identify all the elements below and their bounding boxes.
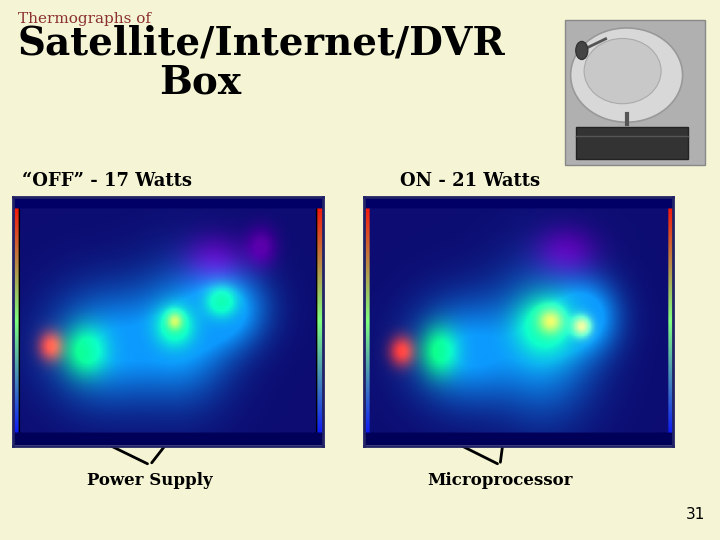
Text: Power Supply: Power Supply — [87, 472, 213, 489]
Text: “OFF” - 17 Watts: “OFF” - 17 Watts — [22, 172, 192, 190]
Text: 31: 31 — [685, 507, 705, 522]
Text: Microprocessor: Microprocessor — [427, 472, 572, 489]
Ellipse shape — [571, 28, 683, 122]
Text: Box: Box — [159, 63, 241, 101]
Text: Thermographs of: Thermographs of — [18, 12, 151, 26]
Bar — [565, 20, 705, 165]
Bar — [576, 127, 688, 159]
Text: Satellite/Internet/DVR: Satellite/Internet/DVR — [18, 25, 505, 63]
Ellipse shape — [576, 42, 588, 59]
Text: ON - 21 Watts: ON - 21 Watts — [400, 172, 540, 190]
Ellipse shape — [584, 38, 661, 104]
